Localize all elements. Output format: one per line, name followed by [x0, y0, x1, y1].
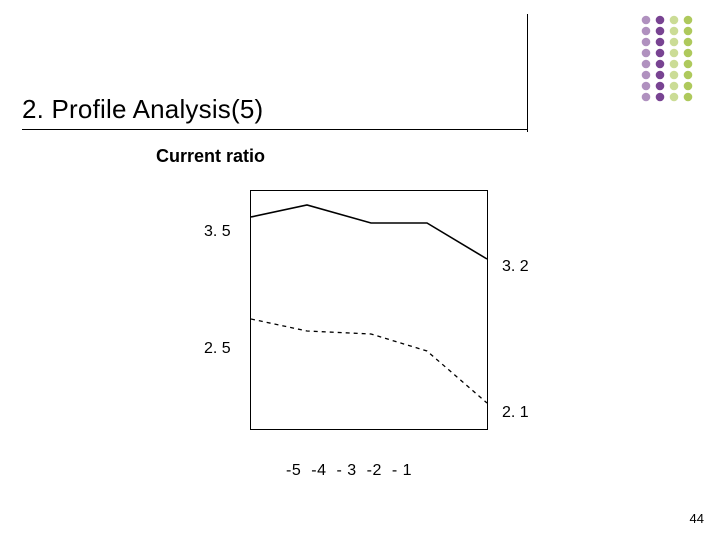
corner-dots — [636, 12, 706, 112]
heading-underline — [22, 129, 528, 130]
value-label-left-top: 3. 5 — [204, 223, 231, 241]
x-tick: - 1 — [392, 462, 412, 479]
value-label-right-bottom: 2. 1 — [502, 404, 529, 422]
series-solid — [251, 205, 487, 259]
value-label-right-top: 3. 2 — [502, 258, 529, 276]
series-dashed — [251, 319, 487, 403]
page-number: 44 — [690, 511, 704, 526]
slide-heading: 2. Profile Analysis(5) — [22, 94, 542, 125]
x-tick: -2 — [367, 462, 382, 479]
x-axis-labels: -5 -4 - 3 -2 - 1 — [286, 462, 422, 480]
x-tick: -5 — [286, 462, 301, 479]
x-tick: -4 — [311, 462, 326, 479]
value-label-left-bottom: 2. 5 — [204, 340, 231, 358]
slide-heading-wrap: 2. Profile Analysis(5) — [22, 94, 542, 130]
x-tick: - 3 — [336, 462, 356, 479]
chart-title: Current ratio — [156, 146, 265, 167]
chart-plot-area — [250, 190, 488, 430]
